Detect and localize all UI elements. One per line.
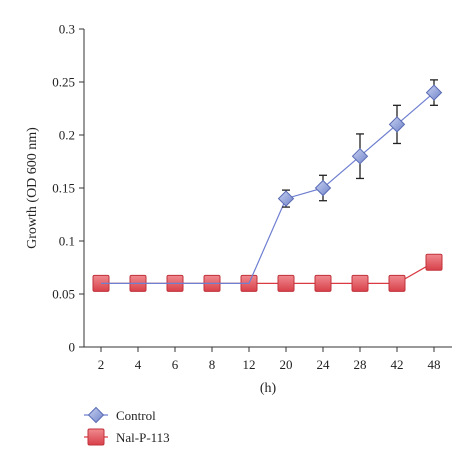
legend-item-control: Control — [84, 406, 156, 424]
series-layer — [92, 79, 443, 292]
legend-marker-square — [87, 428, 105, 446]
data-point-square — [314, 274, 332, 292]
axes: 00.050.10.150.20.250.32 4 6 8 12 20 24 28 42 48(h… — [25, 22, 452, 396]
y-tick-label: 0.2 — [59, 128, 75, 143]
data-point-diamond — [351, 147, 369, 165]
data-point-diamond — [388, 116, 406, 133]
data-point-diamond — [314, 179, 332, 197]
series-control — [101, 79, 443, 284]
x-tick-label: 24 — [317, 357, 331, 372]
x-tick-label: 20 — [280, 357, 293, 372]
data-point-diamond — [277, 190, 295, 207]
legend-marker-diamond — [87, 406, 105, 424]
series-nal-p-113 — [92, 253, 443, 292]
data-point-square — [388, 274, 406, 292]
legend-label: Nal-P-113 — [116, 430, 170, 445]
y-tick-label: 0 — [69, 340, 76, 355]
x-tick-label: 28 — [354, 357, 367, 372]
legend-label: Control — [116, 408, 156, 423]
y-tick-label: 0.3 — [59, 22, 75, 37]
x-axis-title: (h) — [260, 381, 277, 396]
series-line — [101, 92, 435, 284]
legend-item-nal-p-113: Nal-P-113 — [84, 428, 170, 446]
data-point-square — [425, 253, 443, 271]
x-tick-label: 8 — [209, 357, 216, 372]
data-point-diamond — [425, 84, 443, 101]
legend: Control Nal-P-113 — [84, 406, 170, 446]
y-tick-label: 0.05 — [52, 287, 75, 302]
y-tick-label: 0.1 — [59, 234, 75, 249]
y-axis-title: Growth (OD 600 nm) — [25, 127, 40, 249]
x-tick-label: 6 — [172, 357, 179, 372]
x-tick-label: 2 — [98, 357, 105, 372]
x-tick-label: 4 — [135, 357, 142, 372]
series-line — [101, 261, 435, 284]
data-point-square — [351, 274, 369, 292]
x-tick-label: 12 — [243, 357, 256, 372]
y-tick-label: 0.15 — [52, 181, 75, 196]
x-tick-label: 42 — [391, 357, 404, 372]
x-tick-label: 48 — [428, 357, 441, 372]
data-point-square — [277, 274, 295, 292]
y-tick-label: 0.25 — [52, 75, 75, 90]
